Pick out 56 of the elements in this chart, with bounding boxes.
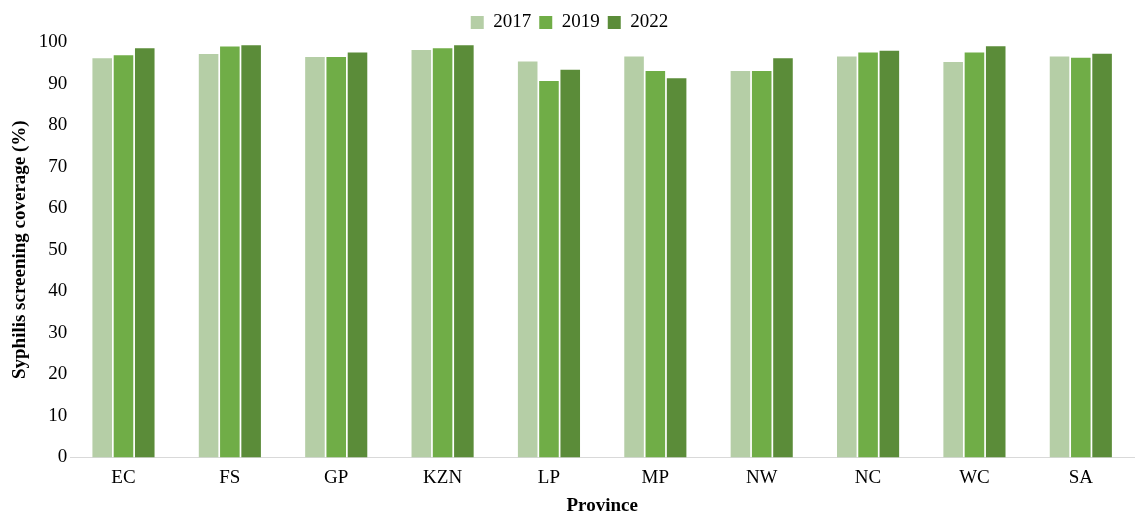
bar — [964, 52, 985, 458]
bar — [858, 52, 878, 458]
bar — [560, 69, 581, 458]
x-tick-label: SA — [1068, 465, 1094, 487]
bar — [134, 48, 155, 458]
legend-label: 2022 — [630, 10, 669, 32]
bar — [198, 54, 219, 458]
bar — [539, 81, 559, 458]
bar — [1049, 56, 1070, 458]
bar — [985, 46, 1006, 458]
y-tick-label: 20 — [48, 362, 68, 384]
bar — [773, 58, 793, 458]
bar — [645, 71, 666, 458]
y-tick-label: 80 — [48, 113, 68, 135]
bar — [454, 45, 474, 458]
x-tick-label: NW — [745, 465, 778, 487]
x-axis-title: Province — [566, 493, 638, 515]
y-tick-label: 90 — [48, 71, 68, 93]
bar — [517, 61, 538, 458]
bar — [92, 58, 112, 458]
y-tick-label: 0 — [57, 445, 68, 467]
bar — [943, 61, 963, 458]
bar — [751, 71, 772, 458]
bar — [113, 55, 134, 458]
bar — [305, 56, 325, 458]
bar — [1092, 53, 1112, 458]
x-tick-label: GP — [324, 465, 349, 487]
y-axis-title: Syphilis screening coverage (%) — [8, 120, 31, 380]
y-tick-label: 30 — [48, 320, 68, 342]
bar — [666, 78, 687, 458]
bar — [730, 71, 751, 458]
y-tick-label: 60 — [48, 196, 68, 218]
bar — [837, 56, 857, 458]
x-tick-label: WC — [959, 465, 990, 487]
x-tick-label: NC — [854, 465, 882, 487]
x-tick-label: MP — [641, 465, 670, 487]
legend-label: 2019 — [561, 10, 600, 32]
x-tick-label: LP — [537, 465, 561, 487]
y-tick-label: 40 — [48, 279, 68, 301]
bar — [879, 50, 900, 458]
x-tick-label: FS — [219, 465, 241, 487]
y-tick-label: 70 — [48, 154, 68, 176]
legend-label: 2017 — [493, 10, 532, 32]
bar — [1071, 57, 1091, 458]
y-tick-label: 50 — [48, 237, 68, 259]
y-tick-label: 10 — [48, 403, 68, 425]
x-tick-label: EC — [111, 465, 136, 487]
bar — [432, 48, 453, 458]
bar — [241, 45, 261, 458]
bar — [347, 52, 368, 458]
bar — [220, 46, 240, 458]
bar — [624, 56, 644, 458]
y-tick-label: 100 — [38, 29, 68, 51]
bar — [411, 49, 432, 458]
x-tick-label: KZN — [423, 465, 463, 487]
bar — [326, 56, 347, 458]
